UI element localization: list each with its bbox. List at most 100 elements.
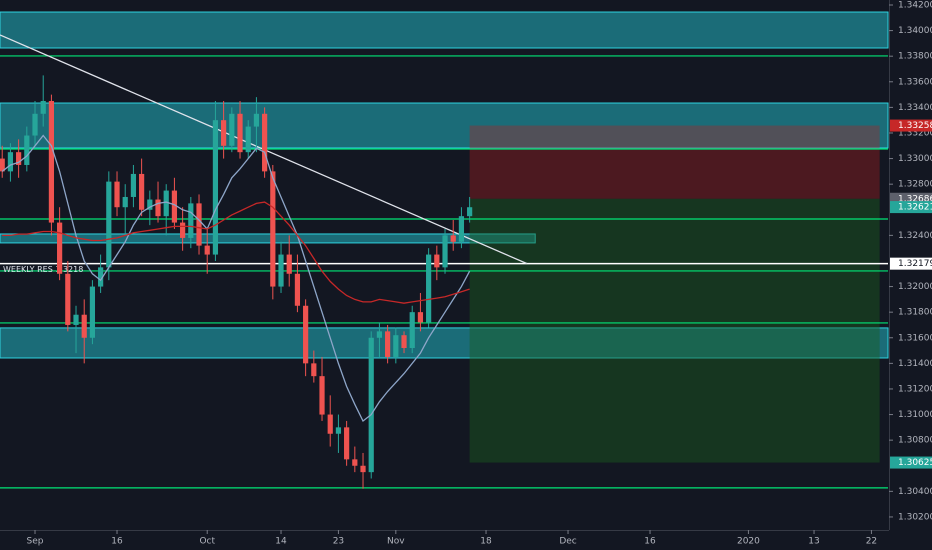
y-tick-label: 1.32000 [898, 282, 932, 292]
candle-body [393, 335, 399, 357]
candle-body [7, 152, 14, 172]
x-tick-label: 13 [808, 537, 819, 547]
candle-body [212, 120, 219, 255]
price-label: 1.32179 [898, 259, 932, 269]
price-label-box [890, 119, 932, 132]
candle-body [180, 222, 186, 238]
candle-body [16, 152, 22, 165]
candle-body [245, 126, 251, 153]
candle-body [48, 100, 55, 223]
y-tick-label: 1.34200 [898, 0, 932, 10]
candle-body [401, 335, 407, 349]
candle-body [196, 203, 202, 246]
candle-body [163, 190, 169, 217]
moving-average [1, 134, 471, 423]
candle-body [24, 135, 30, 165]
price-label: 1.32686 [898, 194, 932, 204]
candle-body [57, 222, 63, 274]
target-zone [469, 198, 880, 463]
candle-body [147, 199, 153, 210]
candle-body [98, 267, 104, 287]
candle-body [40, 100, 46, 114]
candle-body [467, 207, 473, 217]
x-tick-label: Nov [387, 537, 405, 547]
candle-body [311, 363, 317, 377]
candle-body [319, 376, 325, 415]
y-tick-label: 1.31800 [898, 308, 932, 318]
candle-body [204, 245, 210, 255]
candle-body [368, 337, 374, 473]
y-tick-label: 1.32800 [898, 180, 932, 190]
candle-body [221, 120, 227, 146]
candle-body [376, 331, 383, 338]
candle-body [106, 181, 112, 268]
y-tick-label: 1.31600 [898, 333, 932, 343]
y-tick-label: 1.31200 [898, 384, 932, 394]
candle-body [434, 254, 440, 268]
candle-body [89, 286, 96, 338]
candle-body [139, 173, 145, 210]
zone [0, 327, 889, 359]
candle-body [155, 199, 161, 217]
x-tick-label: 22 [866, 537, 877, 547]
candle-body [262, 113, 268, 172]
x-tick-label: Oct [199, 537, 215, 547]
candle-body [426, 254, 432, 323]
price-label-box [890, 201, 932, 214]
candle-body [278, 254, 284, 287]
x-tick-label: Sep [27, 537, 44, 547]
candle-body [171, 190, 178, 223]
candle-body [344, 427, 350, 460]
candle-body [270, 171, 276, 287]
candle-body [73, 314, 79, 325]
zone [0, 102, 889, 149]
candle-body [303, 305, 309, 364]
candle-body [335, 427, 342, 434]
candle-body [32, 113, 38, 136]
candle-body [253, 113, 260, 127]
candle-body [417, 312, 424, 323]
y-tick-label: 1.32400 [898, 231, 932, 241]
y-tick-label: 1.34000 [898, 26, 932, 36]
candle-body [409, 312, 415, 349]
y-tick-label: 1.33000 [898, 154, 932, 164]
level-annotation: WEEKLY RES 1.3218 [3, 265, 83, 274]
x-tick-label: 14 [275, 537, 287, 547]
price-label-box [890, 257, 932, 270]
candle-body [352, 459, 358, 466]
y-tick-label: 1.30200 [898, 512, 932, 522]
candle-body [450, 235, 456, 242]
candle-body [237, 113, 243, 153]
candle-body [122, 196, 128, 208]
y-tick-label: 1.31000 [898, 410, 932, 420]
candle-body [114, 181, 120, 208]
price-label: 1.33258 [898, 121, 932, 131]
x-tick-label: 23 [333, 537, 344, 547]
candle-body [458, 216, 465, 242]
price-label: 1.30625 [898, 458, 932, 468]
y-tick-label: 1.33400 [898, 103, 932, 113]
zone [0, 11, 889, 49]
candle-body [385, 331, 391, 357]
candle-body [81, 314, 87, 338]
price-label: 1.32621 [898, 203, 932, 213]
candle-body [0, 158, 5, 172]
y-tick-label: 1.33200 [898, 128, 932, 138]
candle-body [229, 113, 235, 146]
moving-average [2, 201, 470, 304]
x-tick-label: 16 [644, 537, 656, 547]
candle-body [286, 254, 292, 274]
x-tick-label: Dec [559, 537, 576, 547]
candle-body [294, 273, 301, 306]
candle-body [65, 273, 71, 325]
y-tick-label: 1.33800 [898, 52, 932, 62]
candle-body [327, 414, 333, 434]
zone [0, 233, 536, 244]
candle-body [442, 235, 448, 268]
x-tick-label: 16 [111, 537, 123, 547]
candle-body [188, 203, 194, 238]
x-tick-label: 2020 [737, 537, 760, 547]
y-tick-label: 1.30400 [898, 487, 932, 497]
